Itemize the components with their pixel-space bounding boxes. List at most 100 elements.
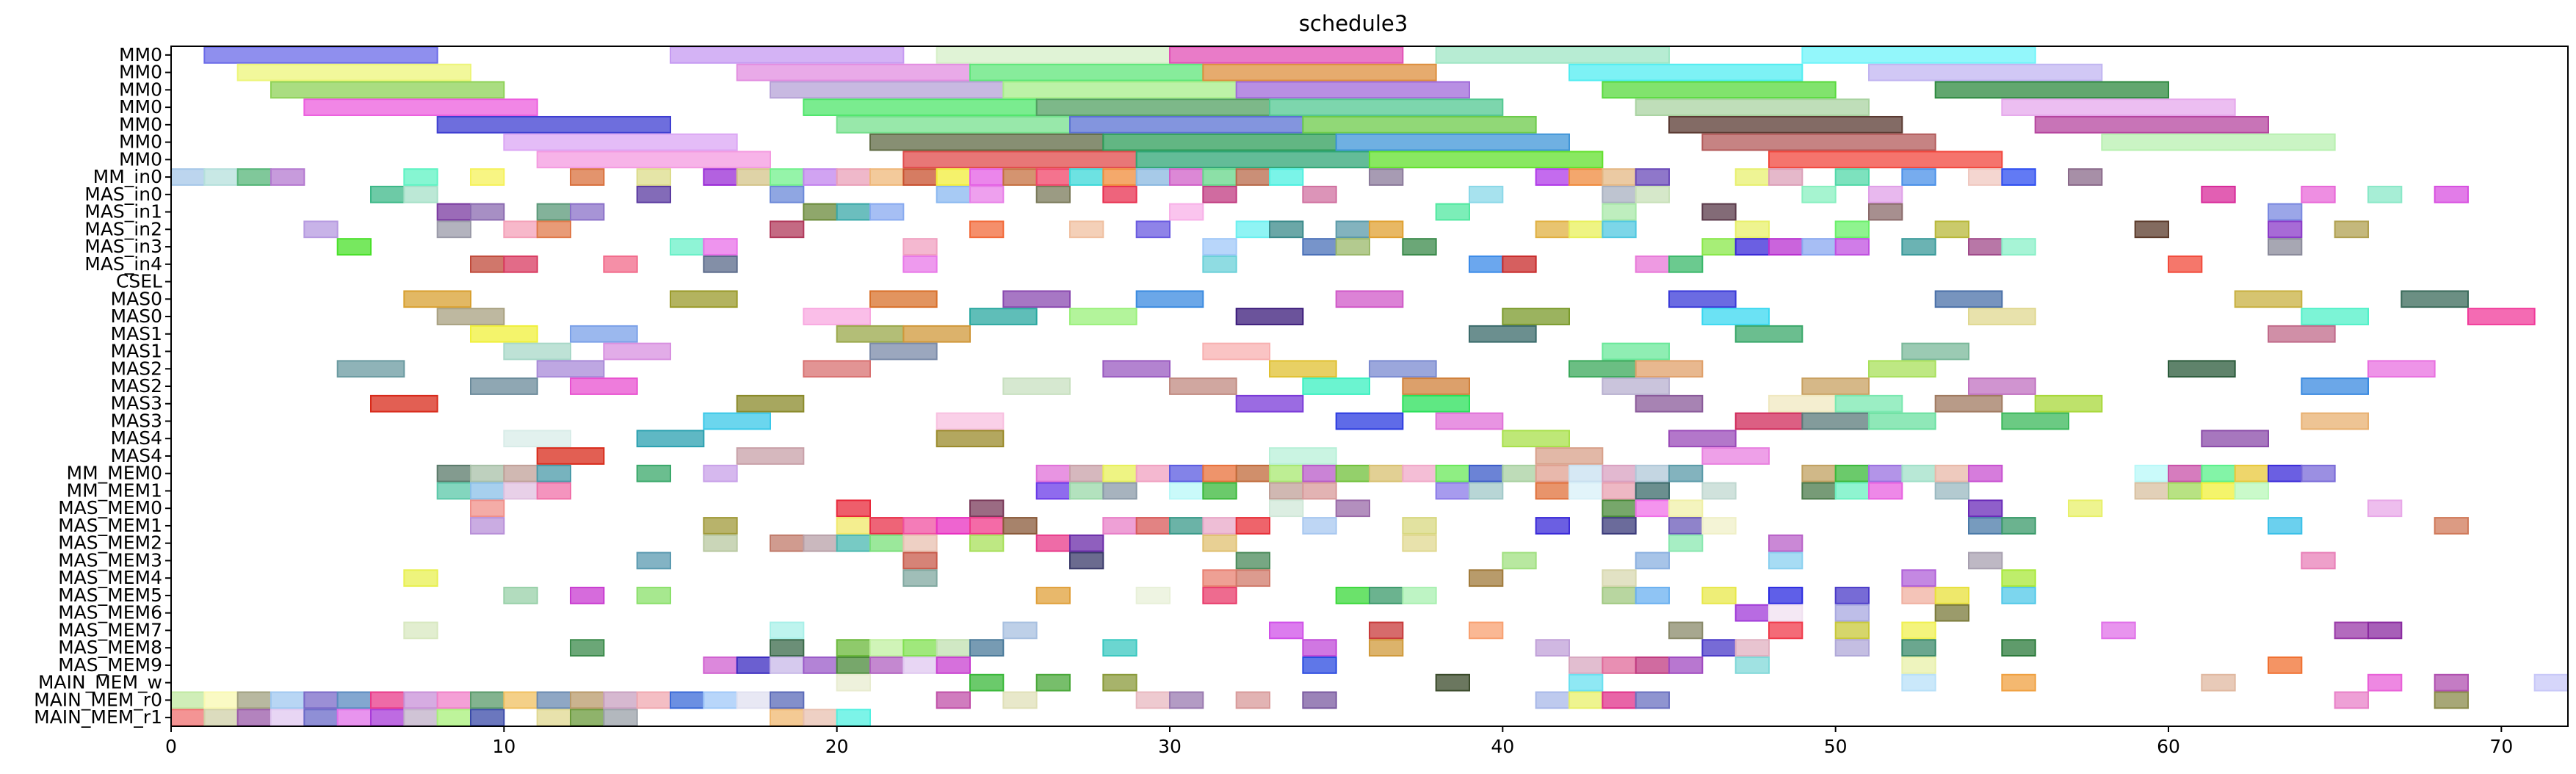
task-bar <box>1635 464 1671 482</box>
task-bar <box>470 377 538 395</box>
task-bar <box>403 691 438 709</box>
task-bar <box>303 709 339 726</box>
task-bar <box>1768 238 1803 256</box>
task-bar <box>2134 464 2170 482</box>
task-bar <box>1868 185 1903 203</box>
task-bar <box>1635 185 1671 203</box>
task-bar <box>770 168 805 186</box>
task-bar <box>703 255 738 273</box>
task-bar <box>1369 621 1404 640</box>
y-tick-label: MAS_MEM9 <box>58 654 162 676</box>
task-bar <box>503 133 738 151</box>
task-bar <box>1202 63 1437 82</box>
task-bar <box>436 220 472 239</box>
task-bar <box>1469 621 1504 640</box>
task-bar <box>969 185 1005 203</box>
task-bar <box>1635 657 1671 674</box>
task-bar <box>936 168 971 186</box>
task-bar <box>770 220 805 239</box>
task-bar <box>1302 464 1337 482</box>
task-bar <box>1502 255 1537 273</box>
task-bar <box>1102 517 1137 535</box>
task-bar <box>1834 394 1903 413</box>
task-bar <box>636 691 672 709</box>
task-bar <box>936 657 971 674</box>
task-bar <box>270 81 505 99</box>
task-bar <box>1069 534 1104 552</box>
task-bar <box>1968 517 2003 535</box>
task-bar <box>1668 255 1704 273</box>
x-axis: 0 10 20 30 40 50 60 70 <box>165 726 2513 757</box>
task-bar <box>936 185 971 203</box>
task-bar <box>1235 168 1270 186</box>
task-bar <box>370 185 405 203</box>
task-bar <box>1934 220 1970 239</box>
task-bar <box>2168 255 2203 273</box>
task-bar <box>2301 185 2336 203</box>
task-bar <box>2001 569 2036 587</box>
y-tick-label: MAS_MEM2 <box>58 532 162 554</box>
y-tick-label: MAS_in4 <box>84 253 162 275</box>
task-bar <box>503 691 538 709</box>
task-bar <box>1269 621 1304 640</box>
task-bar <box>1369 464 1404 482</box>
task-bar <box>1901 639 1936 657</box>
task-bar <box>1635 360 1704 378</box>
y-tick-label: MAS_in3 <box>84 236 162 257</box>
task-bar <box>736 657 772 674</box>
task-bar <box>803 203 838 221</box>
task-bar <box>2367 360 2436 378</box>
task-bar <box>336 238 372 256</box>
task-bar <box>1768 394 1837 413</box>
task-bar <box>1035 534 1071 552</box>
y-tick-label: CSEL <box>116 271 162 292</box>
task-bar <box>436 709 472 726</box>
task-bar <box>969 534 1005 552</box>
task-bar <box>2001 238 2036 256</box>
task-bar <box>2268 220 2303 239</box>
task-bar <box>1102 360 1171 378</box>
x-tick-label: 10 <box>492 736 515 757</box>
task-bar <box>936 691 971 709</box>
task-bar <box>370 691 405 709</box>
task-bar <box>2001 639 2036 657</box>
y-tick-label: MM_MEM1 <box>67 480 162 501</box>
task-bar <box>236 709 272 726</box>
task-bar <box>936 46 1171 64</box>
task-bar <box>1435 673 1470 692</box>
task-bar <box>1335 412 1404 430</box>
task-bar <box>1569 691 1604 709</box>
task-bar <box>1569 657 1604 674</box>
task-bar <box>1901 621 1936 640</box>
task-bar <box>1435 46 1670 64</box>
task-bar <box>2334 691 2370 709</box>
task-bar <box>1202 534 1237 552</box>
task-bar <box>1302 639 1337 657</box>
task-bar <box>536 447 605 465</box>
task-bar <box>1602 342 1670 361</box>
task-bar <box>1934 604 1970 622</box>
task-bar <box>1602 220 1637 239</box>
task-bar <box>803 360 872 378</box>
task-bar <box>2234 290 2303 308</box>
task-bar <box>1302 691 1337 709</box>
task-bar <box>2001 673 2036 692</box>
y-tick-label: MAS2 <box>111 375 162 397</box>
task-bar <box>1069 482 1104 500</box>
task-bar <box>1569 220 1604 239</box>
task-bar <box>1502 430 1571 448</box>
task-bar <box>836 115 1071 134</box>
task-bar <box>1069 308 1137 325</box>
task-bar <box>2268 517 2303 535</box>
task-bar <box>2367 621 2403 640</box>
task-bar <box>1768 587 1803 604</box>
task-bar <box>703 168 738 186</box>
task-bar <box>1269 168 1304 186</box>
task-bar <box>1834 604 1870 622</box>
task-bar <box>1335 133 1570 151</box>
x-tick-label: 0 <box>165 736 177 757</box>
task-bar <box>1901 657 1936 674</box>
task-bar <box>1602 81 1837 99</box>
task-bar <box>803 534 838 552</box>
task-bar <box>1102 168 1137 186</box>
